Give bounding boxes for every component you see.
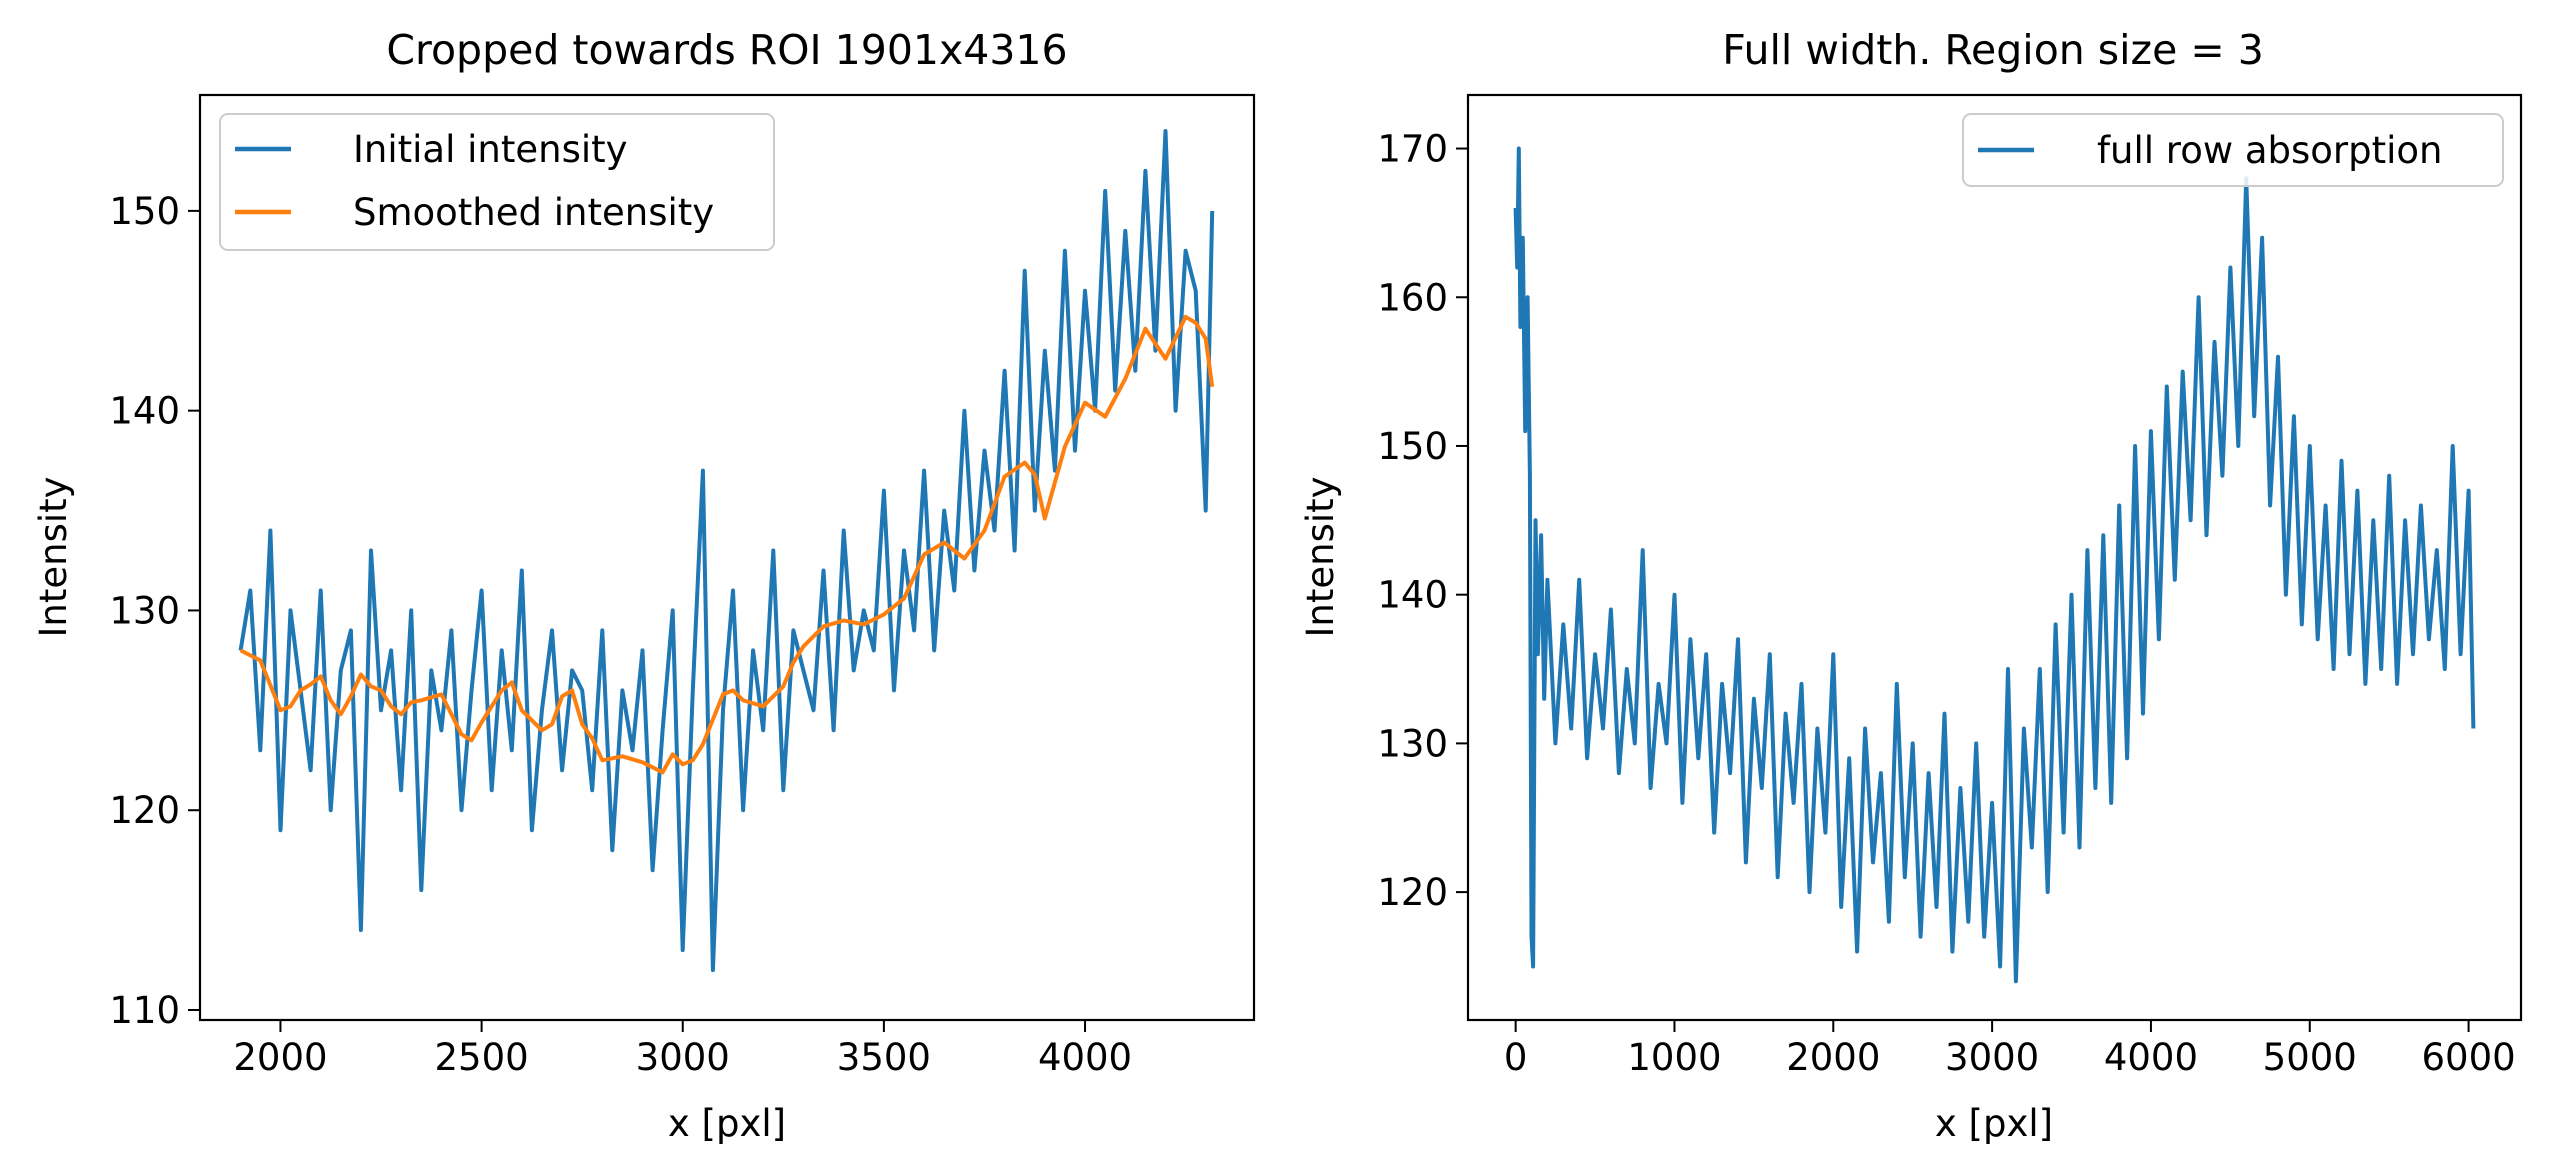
right-legend: full row absorption [1962,113,2504,187]
left-x-axis-label: x [pxl] [668,1102,786,1145]
left-chart-title: Cropped towards ROI 1901x4316 [386,26,1067,74]
left-legend-box [219,113,775,251]
left-y-tick-label: 120 [109,789,180,832]
left-y-axis-label: Intensity [32,476,75,637]
left-legend: Initial intensity Smoothed intensity [219,113,775,251]
left-x-ticks: 2000 2500 3000 3500 4000 [233,1020,1132,1079]
right-y-ticks: 120 130 140 150 160 170 [1377,128,1468,914]
right-x-tick-label: 5000 [2263,1036,2357,1079]
left-y-ticks: 110 120 130 140 150 [109,190,200,1032]
left-x-tick-label: 2500 [435,1036,529,1079]
right-x-tick-label: 3000 [1945,1036,2039,1079]
right-y-tick-label: 160 [1377,276,1448,319]
right-legend-box [1962,113,2504,187]
right-y-tick-label: 150 [1377,425,1448,468]
left-y-tick-label: 140 [109,390,180,433]
right-x-axis-label: x [pxl] [1935,1102,2053,1145]
right-chart-title: Full width. Region size = 3 [1722,26,2264,74]
left-series-line-1 [239,314,1215,775]
left-chart: Cropped towards ROI 1901x4316 2000 2500 30… [32,26,1256,1145]
right-chart: Full width. Region size = 3 0 1000 2000 300… [1299,26,2523,1145]
left-series-line-0 [238,129,1215,973]
right-y-axis-label: Intensity [1299,476,1342,637]
right-series-line-0 [1513,146,2476,984]
right-x-tick-label: 2000 [1786,1036,1880,1079]
right-plot-area [1513,146,2476,984]
legend-label-initial-intensity: Initial intensity [353,128,628,171]
left-y-tick-label: 150 [109,190,180,233]
right-x-tick-label: 1000 [1627,1036,1721,1079]
right-x-ticks: 0 1000 2000 3000 4000 5000 6000 [1504,1020,2516,1079]
left-x-tick-label: 2000 [233,1036,327,1079]
right-y-tick-label: 130 [1377,722,1448,765]
right-y-tick-label: 120 [1377,871,1448,914]
right-x-tick-label: 4000 [2104,1036,2198,1079]
right-y-tick-label: 170 [1377,128,1448,171]
right-y-tick-label: 140 [1377,574,1448,617]
legend-label-full-row-absorption: full row absorption [2097,129,2443,172]
left-y-tick-label: 130 [109,589,180,632]
right-x-tick-label: 0 [1504,1036,1528,1079]
legend-label-smoothed-intensity: Smoothed intensity [353,191,714,234]
left-axes-frame [198,93,1256,1022]
right-x-tick-label: 6000 [2422,1036,2516,1079]
left-plot-area [238,129,1215,973]
left-x-tick-label: 4000 [1038,1036,1132,1079]
left-y-tick-label: 110 [109,989,180,1032]
left-x-tick-label: 3500 [837,1036,931,1079]
left-x-tick-label: 3000 [636,1036,730,1079]
right-axes-frame [1466,93,2523,1022]
